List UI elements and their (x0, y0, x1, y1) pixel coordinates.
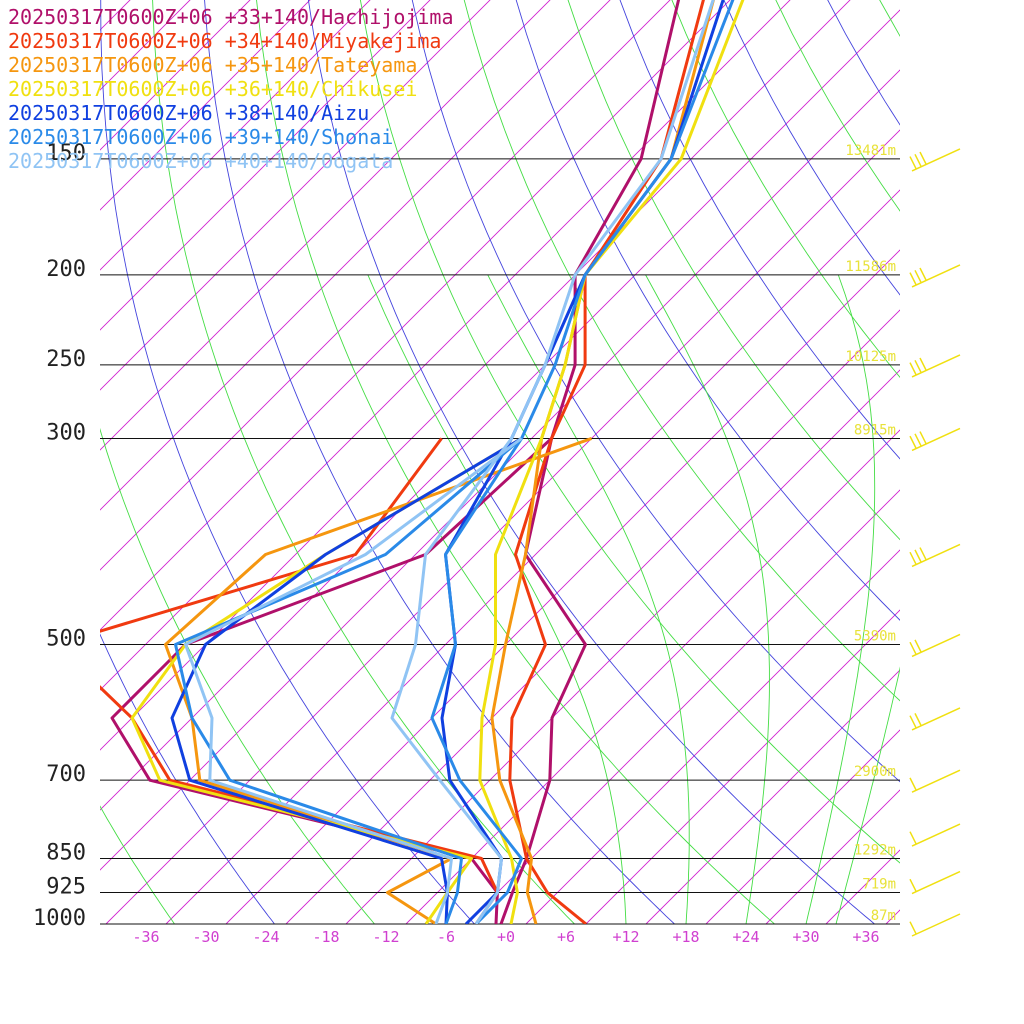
temperature-tick-label: -18 (312, 928, 339, 946)
dry-adiabat-line (100, 633, 276, 924)
temperature-tick-label: -12 (372, 928, 399, 946)
isotherm-line (345, 369, 900, 924)
temperature-tick-label: +24 (732, 928, 759, 946)
temperature-tick-label: -36 (132, 928, 159, 946)
pressure-label: 925 (46, 875, 86, 900)
isotherm-line (465, 489, 900, 924)
wind-barb (909, 427, 961, 452)
wind-barb (909, 543, 961, 568)
pressure-label: 100 (46, 0, 86, 2)
legend-entry: 20250317T0600Z+06 +39+140/Shonai (8, 125, 393, 149)
pressure-label: 200 (46, 257, 86, 282)
dry-adiabat-line (671, 0, 900, 379)
isotherm-line (645, 669, 900, 924)
legend-entry: 20250317T0600Z+06 +38+140/Aizu (8, 101, 369, 125)
dry-adiabat-line (825, 0, 1024, 944)
dry-adiabat-line (100, 427, 376, 924)
wind-barb (909, 264, 961, 288)
temperature-tick-label: +36 (852, 928, 879, 946)
pressure-label: 300 (46, 420, 86, 445)
legend-entry: 20250317T0600Z+06 +36+140/Chikusei (8, 77, 417, 101)
series-temperature-line-tateyama (490, 0, 715, 924)
pressure-label: 250 (46, 347, 86, 372)
moist-adiabat-line (645, 274, 770, 924)
dry-adiabat-line (619, 0, 900, 460)
dry-adiabat-line (945, 0, 1024, 944)
dry-adiabat-line (307, 0, 876, 924)
temperature-tick-label: -6 (437, 928, 455, 946)
dry-adiabat-line (100, 0, 476, 924)
height-label: 87m (871, 908, 896, 924)
dry-adiabat-line (100, 805, 176, 924)
height-label: 719m (862, 877, 896, 893)
temperature-tick-label: +6 (557, 928, 575, 946)
pressure-label: 700 (46, 762, 86, 787)
wind-barb (909, 633, 961, 658)
wind-barb (909, 354, 961, 378)
wind-barb (909, 148, 961, 172)
height-label: 5390m (854, 628, 896, 644)
wind-barb (909, 823, 961, 847)
height-label: 2900m (854, 764, 896, 780)
dry-adiabat-line (775, 0, 900, 212)
series-temperature-line-oogata (390, 0, 715, 924)
isotherm-line (1006, 0, 1024, 924)
pressure-label: 150 (46, 141, 86, 166)
dry-adiabat-line (905, 0, 1024, 944)
temperature-tick-label: +0 (497, 928, 515, 946)
moist-adiabat-line (487, 274, 690, 924)
dry-adiabat-line (984, 0, 1024, 944)
series-dewpoint-line-chikusei (130, 437, 523, 924)
dry-adiabat-line (515, 0, 900, 621)
temperature-tick-label: +18 (672, 928, 699, 946)
isotherm-line (285, 309, 900, 924)
temperature-tick-label: -24 (252, 928, 279, 946)
dry-adiabat-line (827, 0, 900, 126)
pressure-label: 500 (46, 626, 86, 651)
isotherm-line (885, 909, 900, 924)
pressure-label: 1000 (33, 906, 86, 931)
wind-barb (909, 870, 961, 895)
legend-entry: 20250317T0600Z+06 +35+140/Tateyama (8, 53, 417, 77)
series-dewpoint-line-oogata (184, 437, 523, 924)
height-label: 11586m (845, 259, 896, 275)
dry-adiabat-line (723, 0, 900, 296)
isotherm-line (946, 0, 1024, 924)
legend-entry: 20250317T0600Z+06 +34+140/Miyakejima (8, 29, 441, 53)
wind-barb (909, 769, 961, 793)
dry-adiabat-line (152, 0, 576, 924)
temperature-tick-label: +12 (612, 928, 639, 946)
dry-adiabat-line (785, 0, 1024, 944)
dry-adiabat-line (567, 0, 900, 541)
series-dewpoint-line-tateyama (164, 436, 593, 924)
height-label: 13481m (845, 143, 896, 159)
dry-adiabat-line (411, 0, 900, 783)
dry-adiabat-line (359, 0, 900, 864)
wind-barb (909, 707, 961, 731)
moist-adiabat-line (805, 274, 876, 924)
temperature-tick-label: +30 (792, 928, 819, 946)
isotherm-line (705, 729, 900, 924)
height-label: 1292m (854, 842, 896, 858)
legend-entry: 20250317T0600Z+06 +33+140/Hachijojima (8, 5, 454, 29)
series-dewpoint-line-aizu (170, 437, 523, 924)
height-label: 8915m (854, 422, 896, 438)
isotherm-line (765, 789, 900, 924)
temperature-tick-label: -30 (192, 928, 219, 946)
legend-entry: 20250317T0600Z+06 +40+140/Oogata (8, 149, 393, 173)
isotherm-line (525, 549, 900, 924)
isotherm-line (405, 429, 900, 924)
series-dewpoint-line-hachijojima (110, 437, 553, 924)
series-temperature-line-hachijojima (499, 0, 681, 924)
wind-barb (909, 913, 961, 937)
series-temperature-line-shonai (430, 0, 735, 924)
dry-adiabat-line (879, 0, 900, 37)
isotherm-line (585, 609, 900, 924)
series-temperature-line-chikusei (478, 0, 745, 924)
dry-adiabat-line (256, 0, 776, 924)
height-label: 10125m (845, 349, 896, 365)
moist-adiabat-line (835, 666, 900, 924)
pressure-label: 850 (46, 840, 86, 865)
